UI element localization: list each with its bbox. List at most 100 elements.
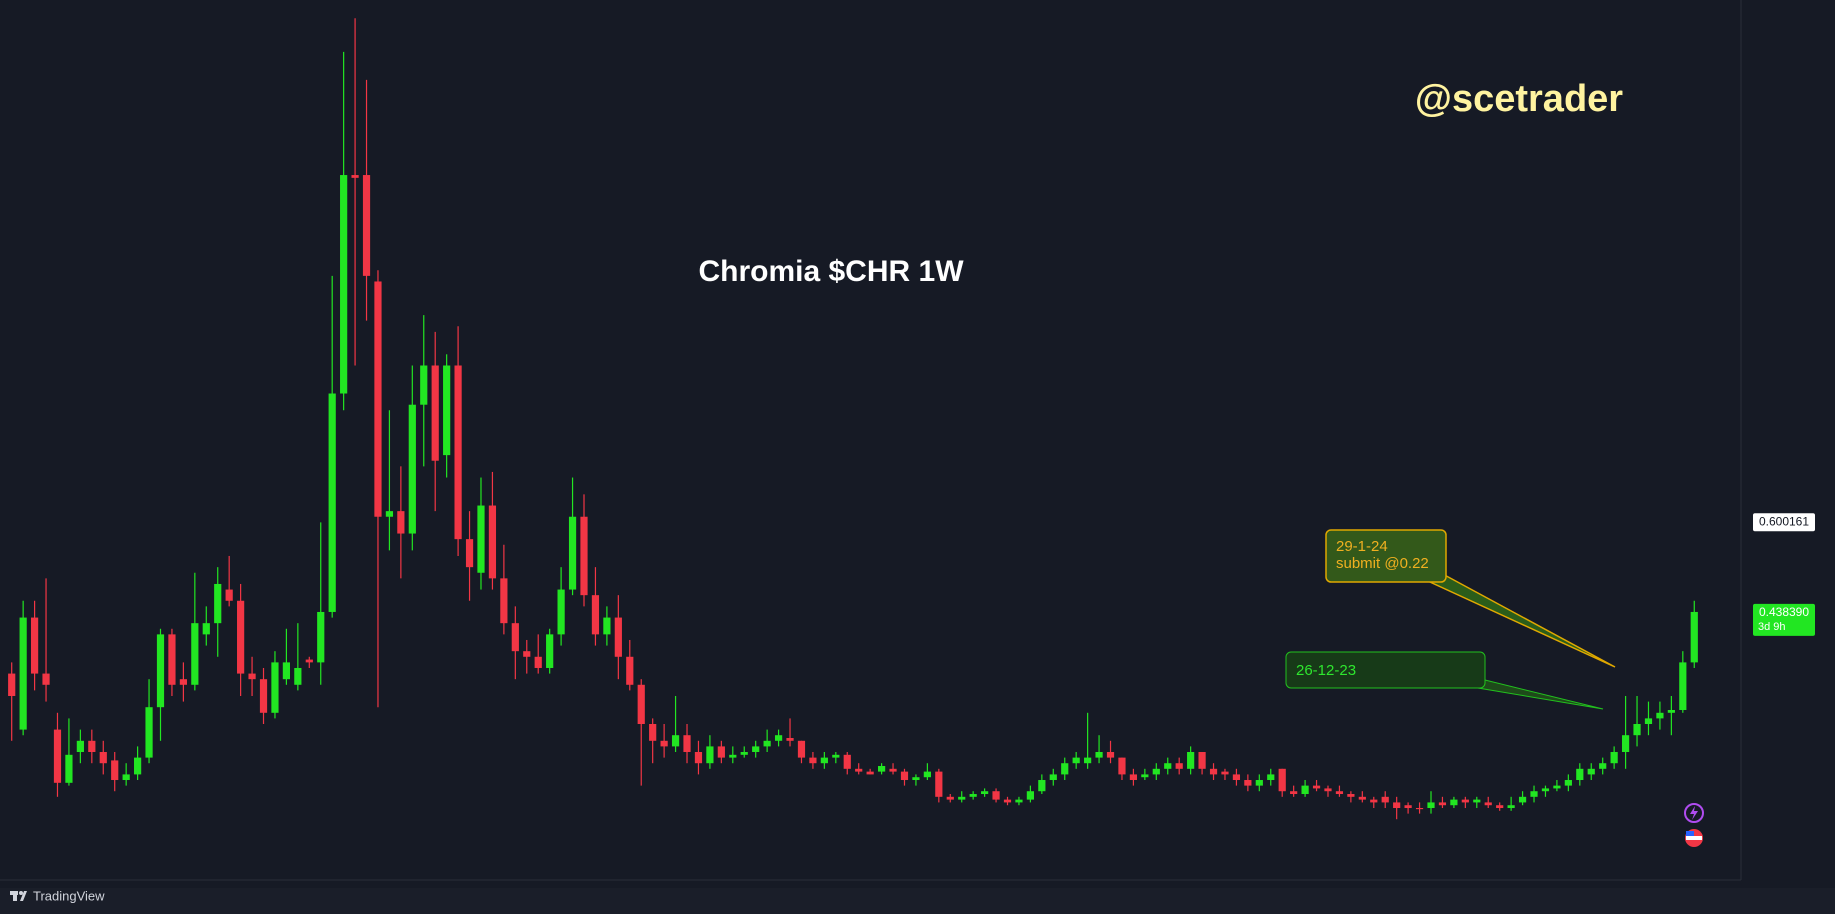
annotation-box xyxy=(1285,651,1486,689)
candle-body xyxy=(752,746,760,753)
candle-body xyxy=(1335,791,1344,795)
candle-body xyxy=(523,651,531,657)
candle-body xyxy=(237,600,245,674)
candle-body xyxy=(1496,805,1504,809)
candle-body xyxy=(1473,799,1481,803)
candle-body xyxy=(1679,662,1687,710)
candle-body xyxy=(214,583,222,624)
candle-body xyxy=(981,791,989,795)
candle-body xyxy=(1381,796,1389,803)
tv-logo xyxy=(10,891,27,901)
candle-body xyxy=(1530,791,1538,797)
candle-body xyxy=(1026,791,1034,800)
candle-body xyxy=(1152,768,1160,775)
candle-body xyxy=(351,175,359,178)
candle-body xyxy=(946,796,954,800)
annotation-box xyxy=(1325,529,1447,583)
candle-body xyxy=(65,754,73,783)
candle-body xyxy=(420,365,428,405)
candle-body xyxy=(179,679,187,685)
candle-body xyxy=(53,729,62,783)
candle-body xyxy=(305,659,313,663)
candle-body xyxy=(1484,802,1492,806)
candle-body xyxy=(740,752,748,755)
candle-body xyxy=(992,791,1000,800)
candle-body xyxy=(111,760,119,781)
marker-price-label: 0.600161 xyxy=(1759,514,1809,528)
candle-body xyxy=(1690,611,1698,663)
candle-body xyxy=(1564,780,1572,786)
candle-body xyxy=(568,516,577,590)
candle-body xyxy=(1164,763,1172,769)
candle-body xyxy=(866,771,874,775)
candle-body xyxy=(122,774,130,781)
candle-body xyxy=(156,634,165,708)
candle-body xyxy=(591,595,600,635)
candle-body xyxy=(1141,774,1149,778)
candle-body xyxy=(1541,788,1550,792)
labels-layer: 0.600161 0.438390 3d 9h xyxy=(1753,513,1815,636)
candle-body xyxy=(694,752,703,764)
candle-body xyxy=(1667,709,1675,713)
candle-body xyxy=(465,539,474,568)
candle-body xyxy=(843,754,851,769)
candle-body xyxy=(877,766,886,772)
candle-body xyxy=(1038,780,1046,792)
candle-body xyxy=(912,777,920,781)
candle-body xyxy=(8,673,16,696)
candle-body xyxy=(76,740,84,753)
candle-body xyxy=(786,738,794,741)
watermark: @scetrader xyxy=(1415,78,1623,120)
candle-body xyxy=(1404,805,1412,809)
candle-body xyxy=(294,667,302,685)
candle-body xyxy=(1290,791,1298,795)
candle-body xyxy=(1576,768,1584,781)
candle-body xyxy=(1324,788,1332,792)
candle-body xyxy=(408,404,416,534)
candle-body xyxy=(1175,763,1183,769)
candle-body xyxy=(1072,757,1080,764)
candle-body xyxy=(328,393,336,612)
candle-body xyxy=(168,634,176,685)
candle-body xyxy=(42,673,50,685)
candle-body xyxy=(431,365,439,461)
candle-body xyxy=(1312,785,1321,789)
candle-body xyxy=(557,589,565,635)
candle-body xyxy=(614,617,622,657)
candle-body xyxy=(660,740,668,747)
candle-body xyxy=(797,740,806,758)
candle-body xyxy=(1427,802,1435,809)
candle-body xyxy=(923,771,931,778)
candle-body xyxy=(134,757,142,775)
candle-body xyxy=(546,634,554,668)
candles-layer xyxy=(8,18,1698,820)
candle-body xyxy=(1438,802,1447,806)
annotation-text: 26-12-23 xyxy=(1296,662,1356,679)
candle-body xyxy=(1553,785,1561,789)
candle-body xyxy=(729,754,737,758)
candle-body xyxy=(1633,723,1641,736)
candle-body xyxy=(1084,757,1092,764)
candle-body xyxy=(1221,771,1229,775)
candle-body xyxy=(1610,752,1618,764)
candle-body xyxy=(1301,785,1309,795)
candle-body xyxy=(774,735,783,741)
candle-body xyxy=(1507,805,1515,809)
candle-body xyxy=(99,752,107,764)
candle-body xyxy=(1656,712,1664,719)
candle-body xyxy=(1244,780,1252,786)
candle-body xyxy=(534,656,542,668)
footer-bar xyxy=(0,888,1835,914)
candle-body xyxy=(603,617,611,635)
branding: TradingView xyxy=(33,888,105,903)
candle-body xyxy=(362,175,371,276)
candle-body xyxy=(1129,774,1138,781)
candle-body xyxy=(820,757,828,764)
annotation-text: submit @0.22 xyxy=(1336,555,1429,572)
candle-body xyxy=(1358,796,1366,800)
candle-body xyxy=(1198,752,1206,769)
candle-body xyxy=(259,679,268,713)
candle-body xyxy=(1187,752,1195,769)
